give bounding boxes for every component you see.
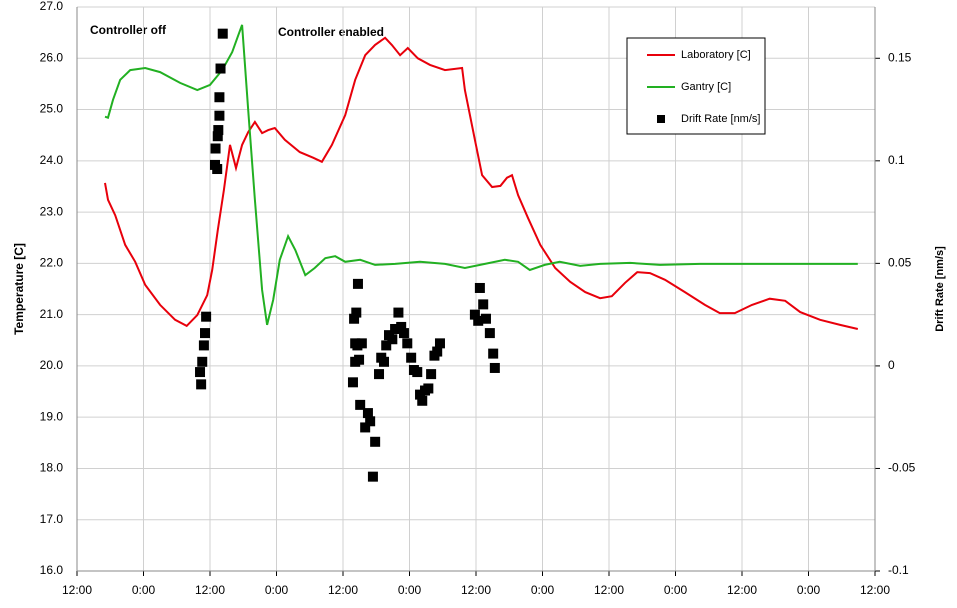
y-tick-label: 27.0 [40,0,64,13]
marker [480,313,491,324]
marker [356,338,367,349]
y2-tick-label: 0.1 [888,153,905,167]
marker [473,315,484,326]
y2-tick-label: -0.1 [888,563,909,577]
marker [354,354,365,365]
legend-label: Gantry [C] [681,81,731,93]
marker [370,436,381,447]
marker [393,307,404,318]
marker [396,321,407,332]
marker [197,356,208,367]
marker [200,328,211,339]
y2-axis-label: Drift Rate [nm/s] [934,246,946,332]
marker [478,299,489,310]
marker [434,338,445,349]
y2-tick-label: 0 [888,358,895,372]
x-tick-label: 0:00 [531,583,555,597]
y-tick-label: 20.0 [40,358,64,372]
marker [365,416,376,427]
marker [484,328,495,339]
marker [195,367,206,378]
marker [469,309,480,320]
marker [351,307,362,318]
marker [489,362,500,373]
x-tick-label: 0:00 [265,583,289,597]
y2-tick-label: 0.05 [888,256,912,270]
marker [360,422,371,433]
marker [362,408,373,419]
marker [214,110,225,121]
marker [352,278,363,289]
x-tick-label: 0:00 [797,583,821,597]
marker [367,471,378,482]
marker [374,369,385,380]
marker [212,131,223,142]
x-tick-label: 0:00 [398,583,422,597]
y-tick-label: 23.0 [40,204,64,218]
marker [379,356,390,367]
marker [214,92,225,103]
marker [212,164,223,175]
y-axis-label: Temperature [C] [12,243,26,335]
marker [390,323,401,334]
marker [201,311,212,322]
y-tick-label: 21.0 [40,307,64,321]
marker [474,282,485,293]
marker [350,338,361,349]
marker [215,63,226,74]
x-tick-label: 12:00 [62,583,92,597]
marker [432,346,443,357]
legend-label: Drift Rate [nm/s] [681,113,760,125]
marker [213,125,224,136]
x-tick-label: 12:00 [328,583,358,597]
x-tick-label: 12:00 [195,583,225,597]
marker [198,340,209,351]
marker [355,399,366,410]
y-tick-label: 26.0 [40,50,64,64]
marker [387,334,398,345]
y-tick-label: 25.0 [40,102,64,116]
x-tick-label: 0:00 [664,583,688,597]
line [104,24,858,326]
line [104,36,859,330]
y-tick-label: 18.0 [40,461,64,475]
marker [417,395,428,406]
x-tick-label: 12:00 [860,583,890,597]
y-tick-label: 19.0 [40,409,64,423]
x-tick-label: 12:00 [594,583,624,597]
x-tick-label: 0:00 [132,583,156,597]
marker [347,377,358,388]
marker [406,352,417,363]
legend-label: Laboratory [C] [681,49,751,61]
y-tick-label: 17.0 [40,512,64,526]
x-tick-label: 12:00 [461,583,491,597]
y-tick-label: 22.0 [40,256,64,270]
y-tick-label: 24.0 [40,153,64,167]
marker [412,367,423,378]
y2-tick-label: -0.05 [888,461,916,475]
marker [196,379,207,390]
marker [398,328,409,339]
y-tick-label: 16.0 [40,563,64,577]
marker [217,28,228,39]
marker [488,348,499,359]
marker [381,340,392,351]
annotation: Controller off [90,23,167,37]
legend-marker [657,115,665,123]
marker [210,143,221,154]
marker [426,369,437,380]
marker [423,383,434,394]
y2-tick-label: 0.15 [888,50,912,64]
x-tick-label: 12:00 [727,583,757,597]
marker [349,313,360,324]
annotation: Controller enabled [278,25,384,39]
marker [402,338,413,349]
